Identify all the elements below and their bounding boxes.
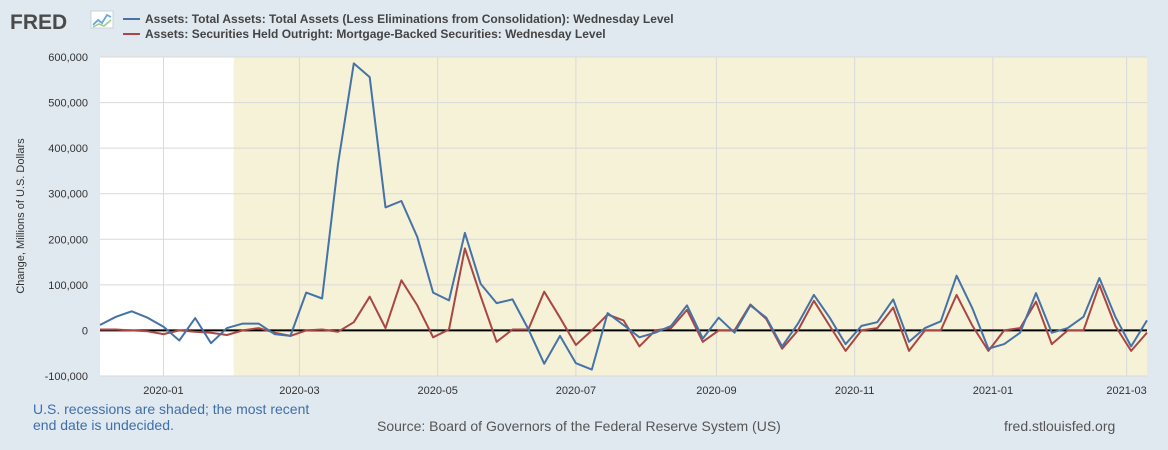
x-tick-label: 2020-03 [279, 385, 319, 397]
x-tick-label: 2020-07 [556, 385, 596, 397]
y-tick-label: 500,000 [48, 98, 88, 110]
x-tick-label: 2021-01 [973, 385, 1013, 397]
x-tick-label: 2020-11 [835, 385, 875, 397]
recession-note: U.S. recessions are shaded; the most rec… [33, 401, 310, 433]
gridlines [100, 56, 1147, 377]
series-line-mbs[interactable] [100, 247, 1148, 352]
y-tick-label: 100,000 [48, 280, 88, 292]
x-tick-label: 2020-09 [696, 385, 736, 397]
legend-label-mbs[interactable]: Assets: Securities Held Outright: Mortga… [145, 27, 606, 41]
x-axis-ticks: 2020-01 2020-03 2020-05 2020-07 2020-09 2020-… [143, 385, 1147, 397]
legend: Assets: Total Assets: Total Assets (Less… [123, 12, 674, 41]
recession-shading [233, 57, 1148, 376]
source-text: Source: Board of Governors of the Federa… [377, 418, 781, 434]
y-tick-label: 300,000 [48, 189, 88, 201]
y-tick-label: 200,000 [48, 234, 88, 246]
y-tick-label: 400,000 [48, 143, 88, 155]
legend-label-total-assets[interactable]: Assets: Total Assets: Total Assets (Less… [145, 12, 674, 26]
y-tick-label: 600,000 [48, 52, 88, 64]
x-tick-label: 2021-03 [1106, 385, 1146, 397]
y-tick-label: 0 [82, 325, 88, 337]
site-link[interactable]: fred.stlouisfed.org [1004, 418, 1116, 434]
y-axis-label: Change, Millions of U.S. Dollars [15, 138, 27, 294]
fred-logo[interactable]: FRED [10, 11, 67, 34]
series-layer [99, 62, 1148, 371]
series-line-total-assets[interactable] [99, 62, 1148, 371]
y-tick-label: -100,000 [45, 371, 88, 383]
x-tick-label: 2020-01 [143, 385, 183, 397]
fred-chart-icon [90, 10, 114, 29]
x-tick-label: 2020-05 [417, 385, 457, 397]
y-axis-ticks: -100,000 0 100,000 200,000 300,000 400,000 500… [45, 52, 88, 383]
